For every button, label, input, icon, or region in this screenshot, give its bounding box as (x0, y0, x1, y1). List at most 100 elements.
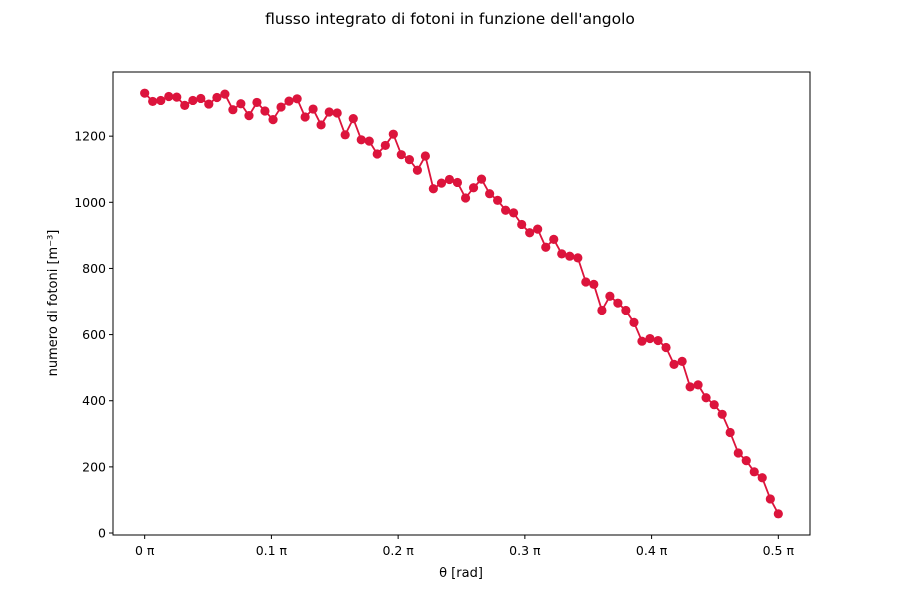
data-point (645, 333, 655, 344)
data-point (380, 140, 390, 151)
data-point (629, 317, 639, 327)
data-point (236, 99, 246, 109)
x-axis-label: θ [rad] (439, 566, 483, 581)
data-point (757, 473, 767, 483)
data-point (388, 129, 398, 139)
data-point (517, 219, 527, 230)
data-point (348, 114, 358, 124)
data-point (244, 111, 254, 121)
data-point (605, 291, 615, 301)
data-point (180, 100, 190, 111)
y-tick-label: 1200 (74, 129, 106, 144)
data-point (685, 382, 695, 392)
x-axis-ticks: 0 π 0.1 π 0.2 π 0.3 π 0.4 π 0.5 π (135, 535, 795, 558)
data-point (420, 151, 430, 161)
data-point (364, 136, 374, 146)
data-point (541, 242, 551, 252)
data-point (501, 205, 511, 215)
data-point (557, 249, 567, 259)
data-point (637, 336, 647, 346)
data-point (436, 178, 447, 188)
y-tick-label: 200 (82, 459, 106, 474)
data-point (396, 150, 406, 160)
data-point (172, 92, 182, 102)
data-point (276, 102, 286, 112)
data-point (468, 183, 479, 193)
data-point (508, 208, 519, 218)
x-tick-label: 0.2 π (382, 543, 414, 558)
data-point (693, 380, 703, 390)
data-point (565, 251, 575, 261)
data-point (709, 400, 719, 410)
data-point (204, 99, 214, 109)
data-point (332, 108, 342, 118)
data-point (268, 115, 278, 125)
data-point (372, 149, 382, 159)
data-point (661, 342, 671, 353)
data-point (412, 165, 422, 175)
data-point (653, 335, 663, 346)
data-point (300, 112, 310, 122)
plot-area (140, 88, 783, 519)
data-point (228, 105, 238, 115)
data-point (741, 455, 751, 466)
data-point (188, 95, 198, 106)
data-point (292, 94, 302, 104)
data-point (212, 92, 222, 103)
data-point (340, 130, 350, 140)
plot-frame (112, 71, 811, 536)
x-tick-label: 0.3 π (509, 543, 541, 558)
data-point (356, 135, 366, 145)
data-point (485, 189, 495, 199)
data-point (316, 120, 326, 130)
x-tick-label: 0.4 π (636, 543, 668, 558)
data-point (308, 104, 318, 114)
data-point (669, 359, 679, 369)
data-point (701, 393, 711, 403)
data-point (597, 305, 607, 316)
data-point (773, 509, 783, 519)
data-point (573, 253, 583, 263)
data-point (404, 155, 415, 165)
data-point (725, 427, 735, 438)
y-axis-ticks: 0 200 400 600 800 1000 1200 (74, 129, 113, 541)
x-tick-label: 0.1 π (256, 543, 288, 558)
data-point (717, 409, 727, 419)
chart-title: flusso integrato di fotoni in funzione d… (265, 10, 635, 28)
data-point (196, 93, 206, 104)
data-point (428, 184, 438, 194)
data-point (324, 107, 334, 117)
data-point (164, 91, 174, 102)
data-point (549, 234, 559, 244)
data-point (765, 494, 775, 504)
data-point (284, 96, 294, 106)
data-point (493, 195, 503, 205)
y-tick-label: 1000 (74, 195, 106, 210)
data-point (452, 177, 463, 188)
data-point (533, 224, 543, 234)
y-tick-label: 400 (82, 393, 106, 408)
y-tick-label: 800 (82, 261, 106, 276)
data-point (525, 228, 535, 238)
data-point (749, 467, 759, 477)
data-point (260, 106, 270, 116)
data-point (677, 356, 687, 366)
data-point (589, 279, 599, 289)
y-tick-label: 0 (98, 526, 106, 541)
y-tick-label: 600 (82, 327, 106, 342)
x-tick-label: 0.5 π (763, 543, 795, 558)
data-point (156, 95, 166, 106)
data-point (476, 174, 487, 184)
x-tick-label: 0 π (135, 543, 155, 558)
data-point (252, 97, 262, 108)
data-point (460, 193, 471, 203)
data-point (220, 89, 230, 99)
data-point (733, 448, 743, 458)
data-point (613, 298, 623, 308)
data-point (581, 277, 591, 287)
y-axis-label: numero di fotoni [m⁻³] (46, 230, 61, 377)
data-point (444, 174, 455, 185)
data-point (621, 305, 631, 316)
